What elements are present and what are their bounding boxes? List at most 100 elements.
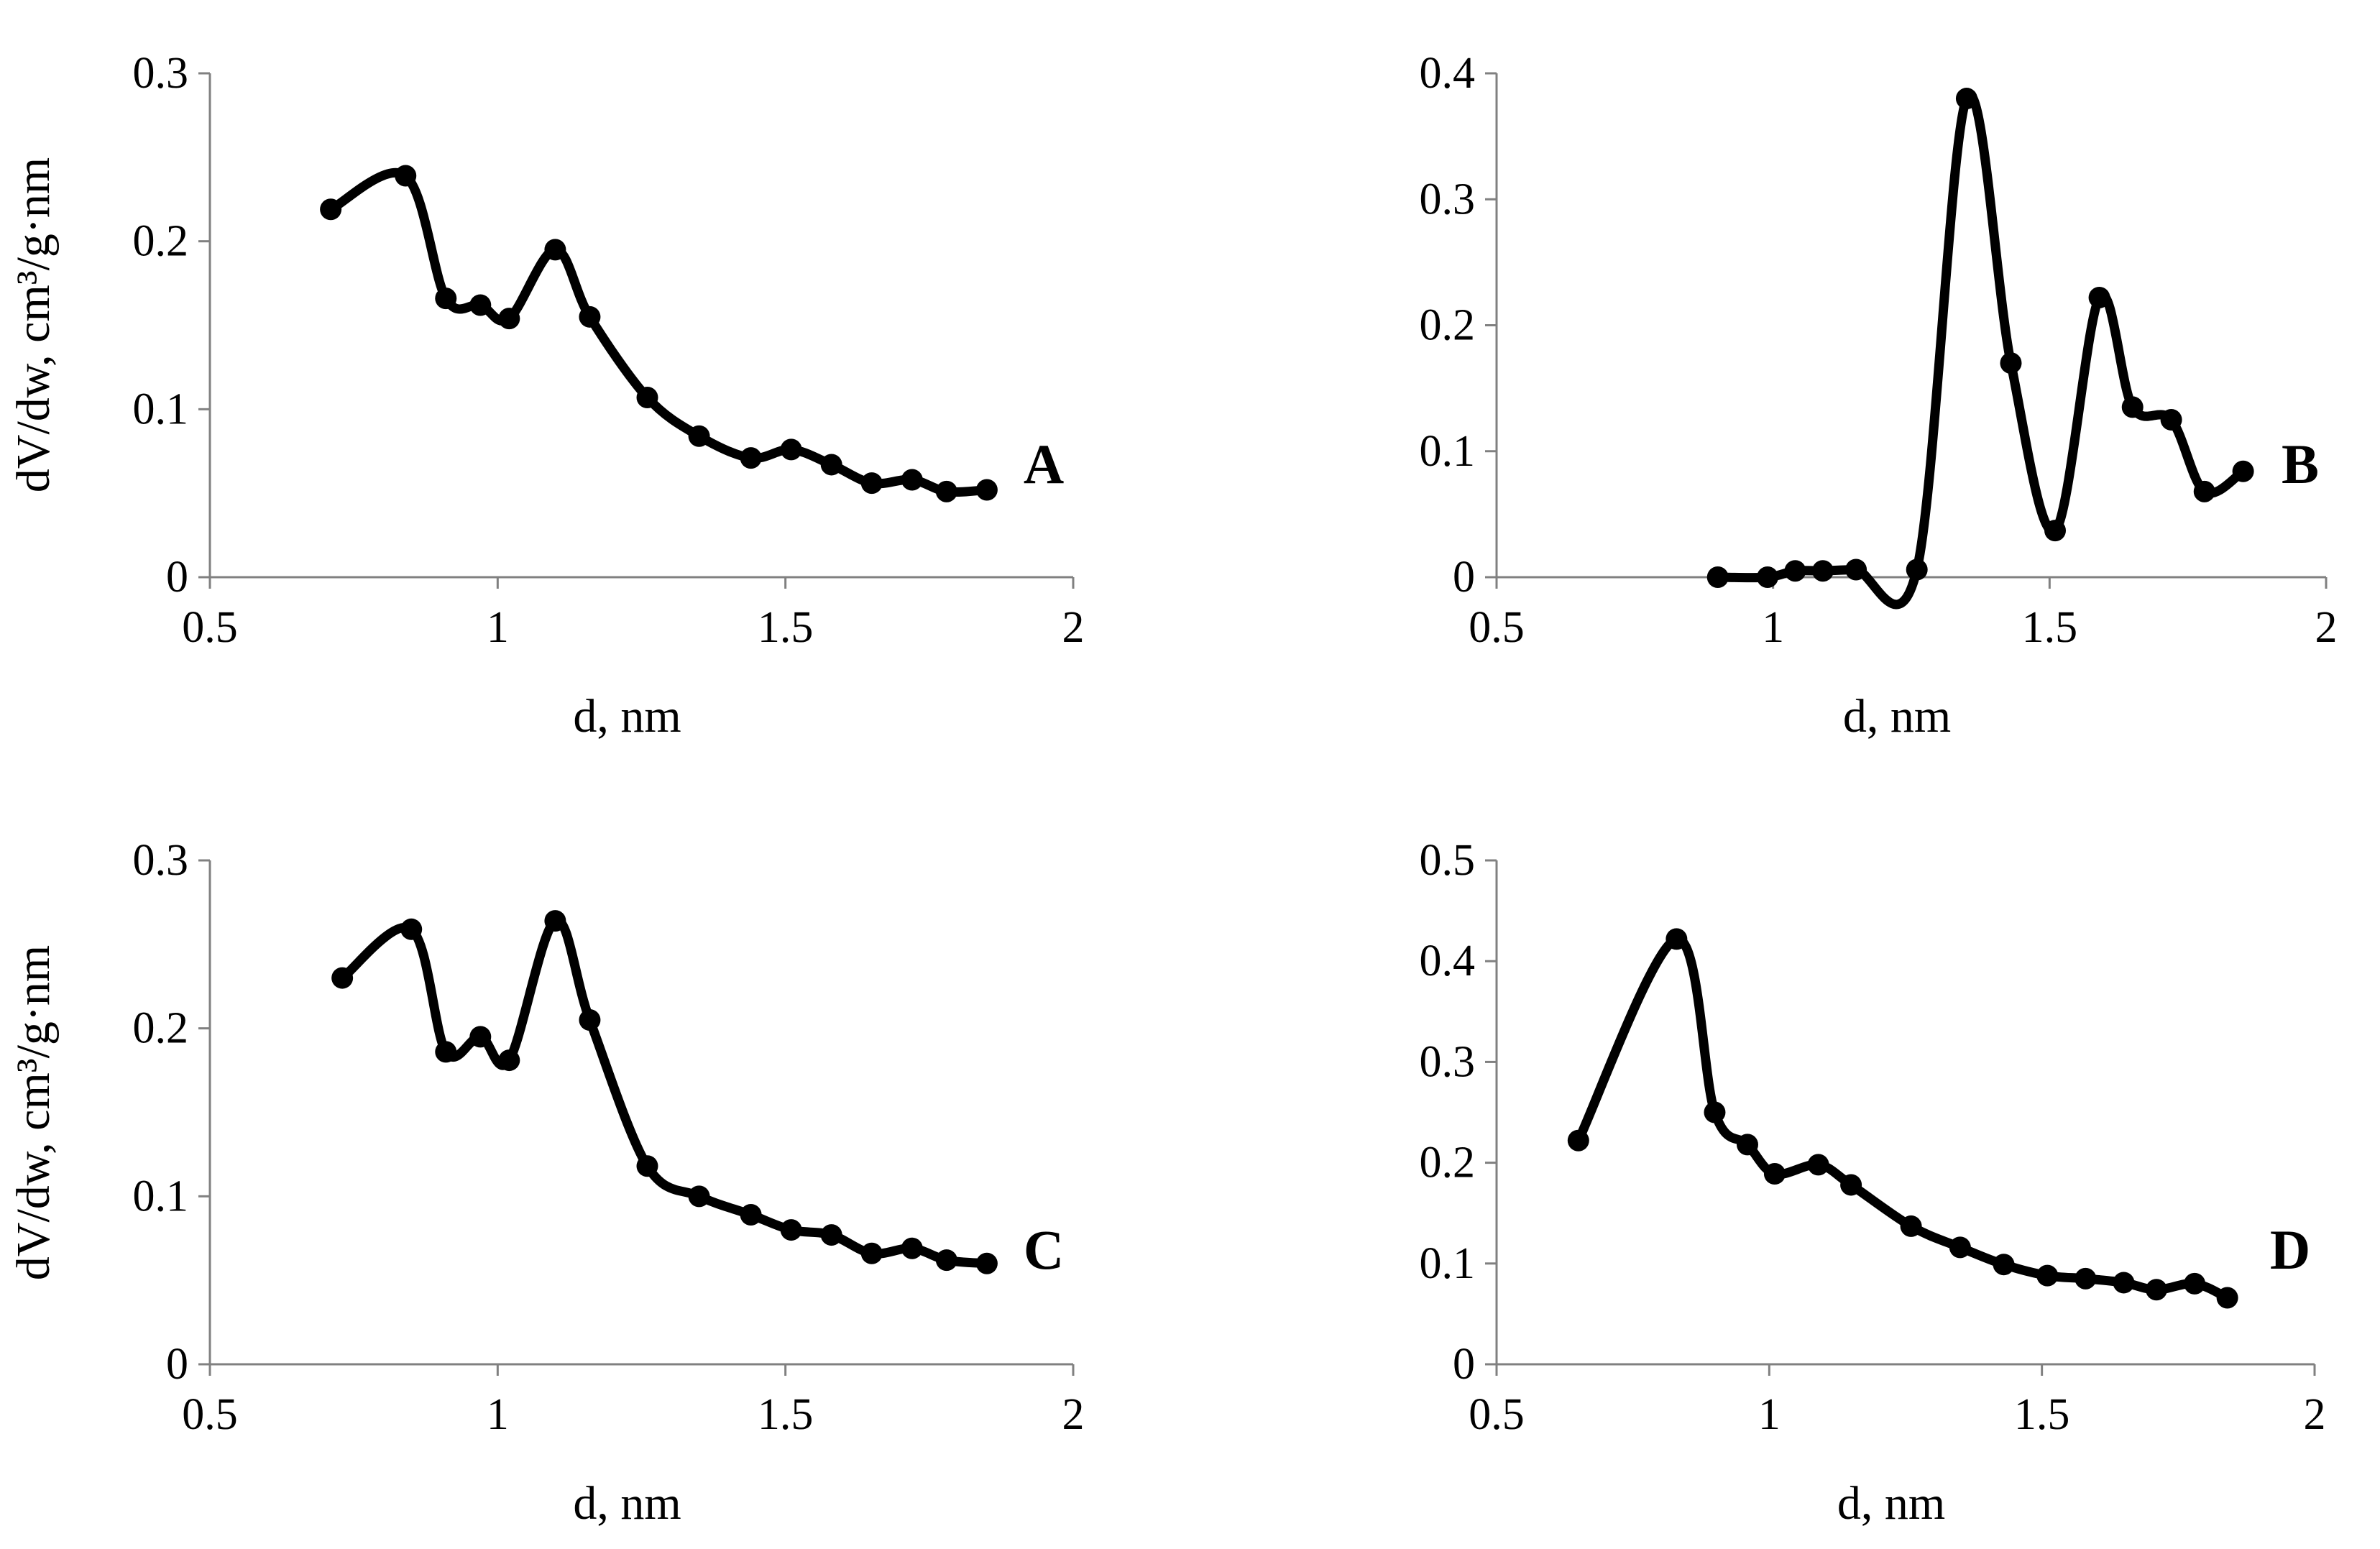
data-point — [2088, 286, 2110, 308]
data-point — [331, 967, 354, 989]
data-point — [1993, 1254, 2015, 1276]
data-point — [2113, 1272, 2135, 1294]
data-point — [740, 447, 762, 469]
x-tick-label: 2 — [1062, 1390, 1085, 1439]
x-tick-label: 1 — [487, 1390, 509, 1439]
y-tick-label: 0 — [1453, 553, 1475, 602]
y-tick-label: 0.2 — [133, 1004, 189, 1053]
data-point — [2216, 1287, 2238, 1309]
y-tick-label: 0.3 — [1420, 175, 1476, 224]
x-tick-label: 1 — [487, 603, 509, 652]
y-axis-title: dV/dw, cm³/g·nm — [7, 157, 60, 492]
y-tick-label: 0.2 — [1420, 1139, 1476, 1187]
x-axis-title: d, nm — [1843, 690, 1951, 743]
y-tick-label: 0.1 — [1420, 1239, 1476, 1288]
data-point — [820, 454, 842, 476]
data-point — [579, 1008, 601, 1031]
data-point — [1811, 560, 1834, 582]
series-line — [1713, 91, 2248, 610]
x-tick-label: 1.5 — [758, 603, 814, 652]
y-tick-label: 0.3 — [133, 836, 189, 885]
y-tick-label: 0.2 — [133, 217, 189, 266]
data-point — [435, 1041, 457, 1063]
series-line — [1573, 934, 2233, 1302]
y-tick-label: 0 — [1453, 1340, 1475, 1389]
data-point — [1756, 566, 1778, 588]
x-tick-label: 1.5 — [758, 1390, 814, 1439]
data-point — [498, 1049, 520, 1072]
data-point — [469, 294, 492, 316]
data-point — [1906, 559, 1928, 581]
panel-b: 0 0.1 0.2 0.3 0.4 0.5 1 1.5 2 d, nm B — [1420, 49, 2338, 743]
y-tick-label: 0.1 — [133, 385, 189, 433]
x-tick-label: 2 — [1062, 603, 1085, 652]
data-point — [2075, 1267, 2097, 1290]
x-tick-label: 0.5 — [1469, 1390, 1525, 1439]
data-point — [901, 469, 923, 491]
data-point — [400, 918, 423, 940]
data-point — [935, 1249, 957, 1272]
data-point — [1567, 1129, 1589, 1152]
data-point — [1955, 88, 1977, 110]
panel-letter: D — [2270, 1218, 2310, 1281]
data-point — [688, 1185, 710, 1208]
y-tick-label: 0 — [166, 553, 188, 602]
data-point — [1704, 1101, 1726, 1123]
data-point — [2145, 1279, 2167, 1301]
data-point — [935, 480, 957, 502]
panel-letter: B — [2282, 433, 2319, 495]
data-point — [975, 479, 998, 501]
panel-d: 0 0.1 0.2 0.3 0.4 0.5 0.5 1 1.5 2 d, nm D — [1420, 836, 2326, 1530]
data-point — [2044, 520, 2067, 542]
data-point — [780, 1219, 802, 1241]
data-point — [2184, 1272, 2206, 1295]
data-point — [636, 386, 658, 408]
panel-letter: A — [1024, 433, 1064, 495]
data-point — [901, 1237, 923, 1259]
data-point — [320, 198, 342, 221]
x-tick-label: 0.5 — [182, 603, 238, 652]
data-point — [820, 1224, 842, 1246]
data-point — [1949, 1236, 1971, 1259]
data-point — [860, 472, 883, 495]
data-point — [395, 165, 417, 187]
x-tick-label: 0.5 — [1469, 603, 1525, 652]
y-tick-label: 0.3 — [1420, 1037, 1476, 1086]
data-point — [688, 425, 710, 447]
data-point — [469, 1026, 492, 1048]
x-tick-label: 2 — [2304, 1390, 2326, 1439]
data-point — [2121, 396, 2144, 418]
data-point — [2000, 352, 2022, 374]
data-point — [2193, 480, 2215, 502]
data-point — [975, 1252, 998, 1274]
x-tick-label: 0.5 — [182, 1390, 238, 1439]
data-point — [2036, 1264, 2059, 1287]
data-point — [544, 239, 566, 261]
data-point — [2232, 460, 2254, 482]
data-point — [1736, 1134, 1758, 1156]
data-point — [1706, 566, 1729, 588]
data-point — [498, 308, 520, 330]
data-point — [740, 1204, 762, 1226]
panel-c: 0 0.1 0.2 0.3 0.5 1 1.5 2 d, nm dV/dw, cm³/g·nm C — [7, 836, 1085, 1530]
y-tick-label: 0.3 — [133, 49, 189, 98]
series-line — [326, 167, 992, 497]
data-point — [1763, 1163, 1786, 1185]
data-point — [1665, 928, 1688, 950]
x-tick-label: 1 — [1758, 1390, 1781, 1439]
data-point — [1784, 560, 1806, 582]
y-tick-label: 0.4 — [1420, 49, 1476, 98]
series-line — [337, 916, 992, 1269]
data-point — [1900, 1215, 1922, 1237]
data-point — [544, 910, 566, 932]
data-point — [579, 305, 601, 328]
data-point — [860, 1242, 883, 1264]
x-axis-title: d, nm — [1837, 1477, 1945, 1530]
y-tick-label: 0.2 — [1420, 301, 1476, 350]
data-point — [1840, 1174, 1862, 1196]
y-tick-label: 0.5 — [1420, 836, 1476, 885]
x-tick-label: 1.5 — [2014, 1390, 2070, 1439]
data-point — [1807, 1154, 1829, 1176]
data-point — [2160, 408, 2182, 431]
